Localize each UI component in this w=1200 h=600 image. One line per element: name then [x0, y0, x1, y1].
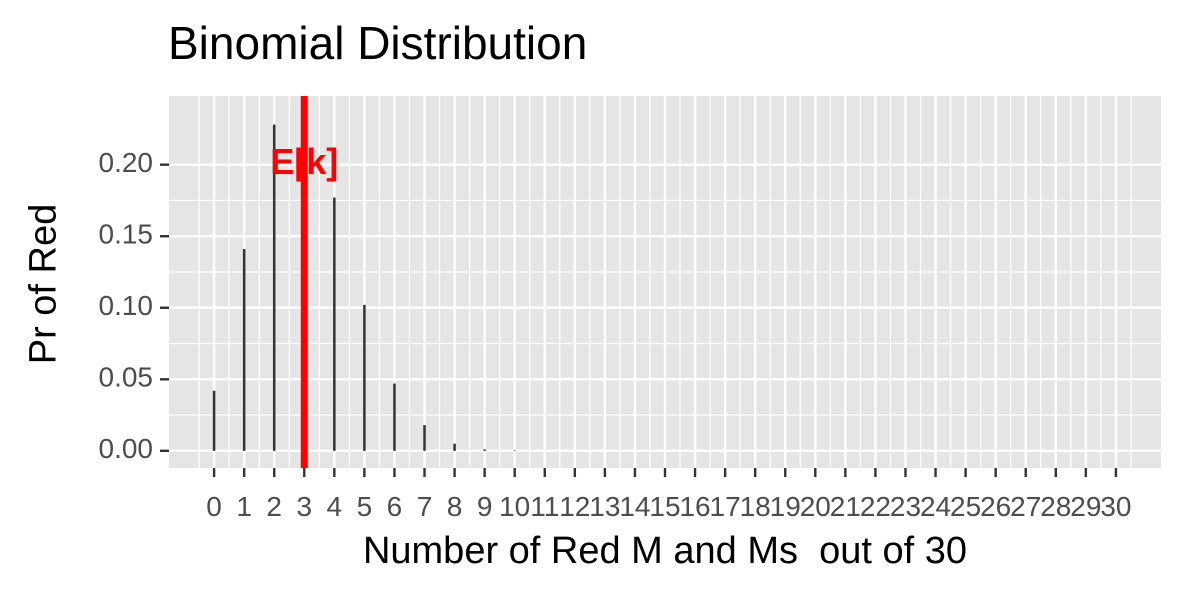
- x-tick-label: 24: [920, 491, 951, 522]
- y-axis-label: Pr of Red: [22, 203, 65, 365]
- bar-5: [363, 304, 366, 451]
- expected-value-label: E[k]: [270, 141, 338, 182]
- x-tick-label: 17: [710, 491, 741, 522]
- x-tick-label: 9: [477, 491, 493, 522]
- x-tick-label: 13: [589, 491, 620, 522]
- x-tick-label: 25: [950, 491, 981, 522]
- x-tick-label: 14: [619, 491, 650, 522]
- x-tick-label: 26: [980, 491, 1011, 522]
- y-tick-label: 0.00: [99, 433, 154, 464]
- x-axis-label: Number of Red M and Ms out of 30: [362, 530, 968, 572]
- x-tick-label: 5: [357, 491, 373, 522]
- x-tick-label: 12: [559, 491, 590, 522]
- x-tick-label: 1: [236, 491, 252, 522]
- x-tick-label: 28: [1040, 491, 1071, 522]
- x-tick-label: 3: [296, 491, 312, 522]
- chart-title: Binomial Distribution: [168, 17, 588, 69]
- bar-7: [423, 425, 426, 451]
- x-tick-label: 10: [499, 491, 530, 522]
- x-tick-label: 18: [740, 491, 771, 522]
- x-tick-label: 30: [1100, 491, 1131, 522]
- y-tick-label: 0.05: [99, 362, 154, 393]
- x-tick-label: 20: [800, 491, 831, 522]
- x-tick-label: 2: [266, 491, 282, 522]
- x-tick-label: 19: [770, 491, 801, 522]
- x-tick-label: 0: [206, 491, 222, 522]
- x-tick-label: 21: [830, 491, 861, 522]
- bar-6: [393, 383, 396, 451]
- x-tick-label: 23: [890, 491, 921, 522]
- bar-9: [483, 449, 486, 451]
- x-tick-label: 11: [530, 491, 559, 522]
- x-tick-label: 4: [327, 491, 343, 522]
- x-tick-label: 16: [679, 491, 710, 522]
- y-tick-label: 0.15: [99, 219, 154, 250]
- x-tick-label: 29: [1070, 491, 1101, 522]
- y-tick-label: 0.20: [99, 147, 154, 178]
- x-tick-label: 6: [387, 491, 403, 522]
- y-tick-label: 0.10: [99, 290, 154, 321]
- x-tick-label: 27: [1010, 491, 1041, 522]
- x-tick-label: 8: [447, 491, 463, 522]
- bar-0: [212, 390, 216, 451]
- bar-2: [272, 124, 276, 451]
- x-tick-label: 15: [649, 491, 680, 522]
- x-tick-label: 22: [860, 491, 891, 522]
- x-tick-label: 7: [417, 491, 433, 522]
- bar-8: [453, 443, 456, 451]
- bar-4: [333, 197, 336, 451]
- bar-1: [242, 249, 246, 451]
